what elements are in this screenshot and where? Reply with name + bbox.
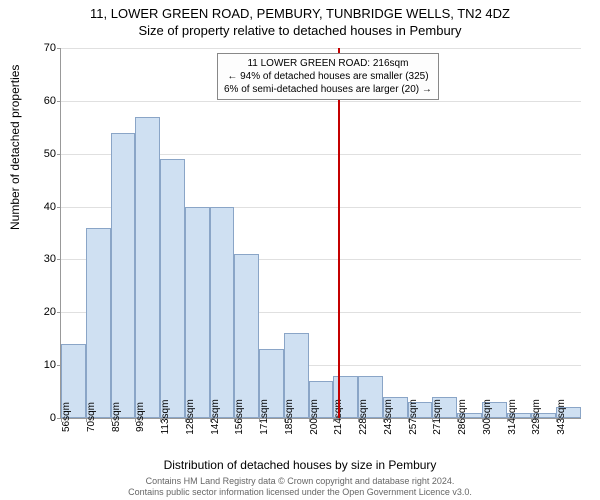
histogram-bar [86,228,111,418]
x-tick-label: 113sqm [160,400,171,435]
x-tick-label: 142sqm [210,399,221,435]
x-tick-label: 257sqm [408,399,419,435]
x-tick-label: 243sqm [383,399,394,435]
x-tick-label: 329sqm [531,399,542,435]
histogram-bar [185,207,210,418]
y-tick-label: 0 [31,412,56,424]
histogram-bar [210,207,235,418]
y-tick-mark [57,48,61,49]
histogram-bar [135,117,160,418]
x-tick-label: 171sqm [259,399,270,435]
y-tick-label: 40 [31,201,56,213]
y-tick-label: 70 [31,42,56,54]
histogram-bar [234,254,259,418]
annotation-box: 11 LOWER GREEN ROAD: 216sqm← 94% of deta… [217,53,439,100]
footer-attribution: Contains HM Land Registry data © Crown c… [0,476,600,498]
annotation-line: 11 LOWER GREEN ROAD: 216sqm [224,57,432,70]
annotation-line: 6% of semi-detached houses are larger (2… [224,83,432,96]
histogram-bar [111,133,136,418]
y-tick-label: 30 [31,253,56,265]
x-tick-label: 56sqm [61,402,72,432]
footer-line1: Contains HM Land Registry data © Crown c… [0,476,600,487]
x-tick-label: 99sqm [135,402,146,432]
x-tick-label: 314sqm [507,399,518,435]
y-tick-label: 60 [31,95,56,107]
title-subtitle: Size of property relative to detached ho… [0,21,600,38]
footer-line2: Contains public sector information licen… [0,487,600,498]
x-tick-label: 271sqm [432,399,443,435]
grid-line [61,101,581,102]
histogram-chart: 01020304050607056sqm70sqm85sqm99sqm113sq… [60,48,581,419]
x-tick-label: 70sqm [86,402,97,432]
x-tick-label: 156sqm [234,399,245,435]
x-tick-label: 228sqm [358,399,369,435]
y-tick-mark [57,154,61,155]
y-tick-label: 10 [31,359,56,371]
y-tick-mark [57,312,61,313]
y-tick-label: 50 [31,148,56,160]
x-tick-label: 286sqm [457,399,468,435]
x-tick-label: 300sqm [482,399,493,435]
x-axis-label: Distribution of detached houses by size … [0,458,600,472]
y-tick-mark [57,101,61,102]
y-tick-mark [57,207,61,208]
histogram-bar [160,159,185,418]
y-tick-mark [57,259,61,260]
y-axis-label: Number of detached properties [8,65,22,230]
title-address: 11, LOWER GREEN ROAD, PEMBURY, TUNBRIDGE… [0,0,600,21]
annotation-line: ← 94% of detached houses are smaller (32… [224,70,432,83]
x-tick-label: 185sqm [284,399,295,435]
y-tick-label: 20 [31,306,56,318]
x-tick-label: 343sqm [556,399,567,435]
reference-line [338,48,340,418]
x-tick-label: 128sqm [185,399,196,435]
x-tick-label: 85sqm [111,402,122,432]
grid-line [61,48,581,49]
x-tick-label: 200sqm [309,399,320,435]
